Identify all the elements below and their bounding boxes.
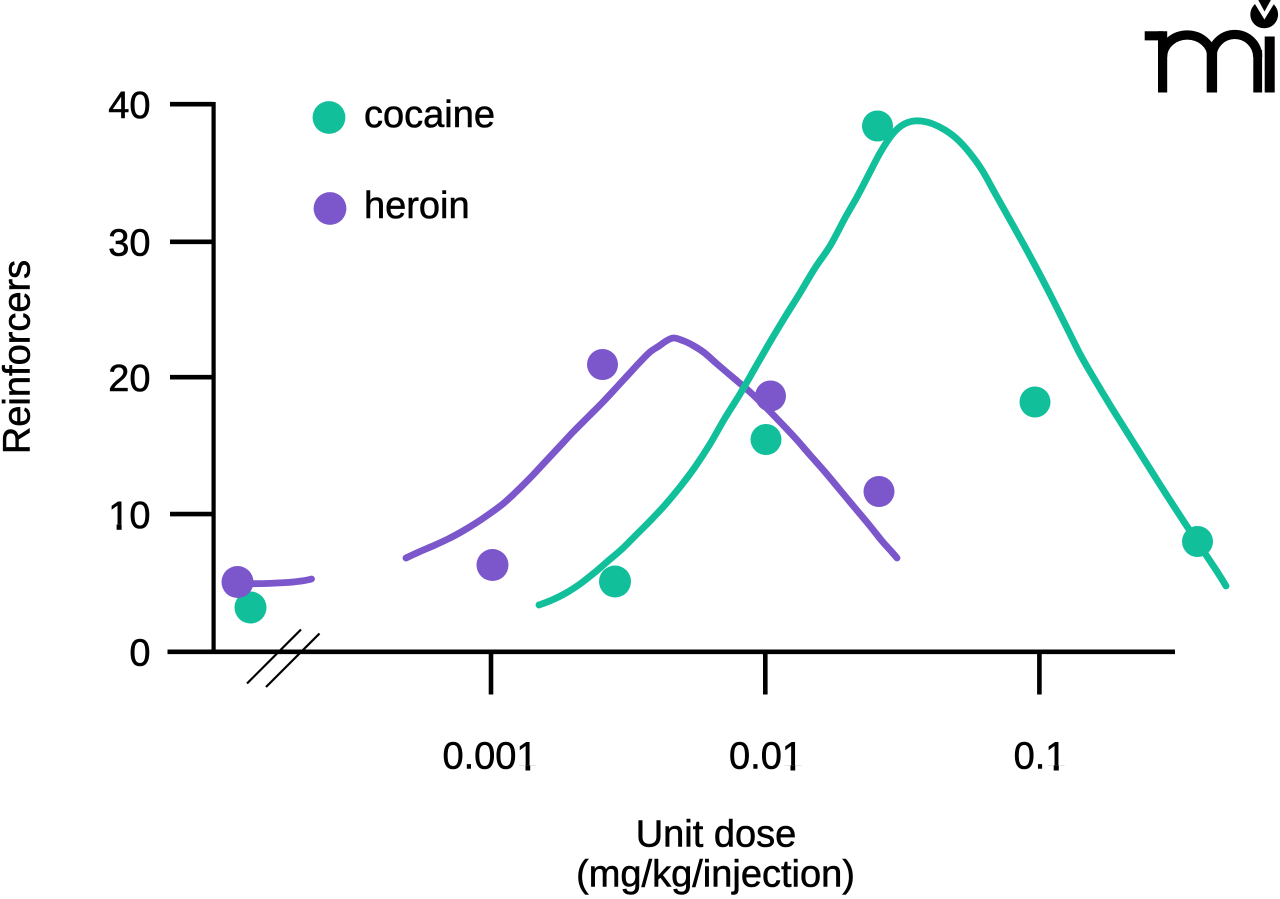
- svg-text:cocaine: cocaine: [364, 94, 495, 136]
- svg-text:40: 40: [108, 85, 150, 127]
- svg-text:0: 0: [129, 633, 150, 675]
- svg-text:Reinforcers: Reinforcers: [0, 260, 39, 454]
- svg-text:20: 20: [108, 358, 150, 400]
- svg-text:0.001: 0.001: [442, 736, 537, 778]
- svg-text:10: 10: [108, 495, 150, 537]
- svg-text:(mg/kg/injection): (mg/kg/injection): [576, 854, 855, 896]
- svg-text:heroin: heroin: [364, 185, 470, 227]
- svg-text:Unit dose: Unit dose: [636, 814, 797, 856]
- svg-text:30: 30: [108, 223, 150, 265]
